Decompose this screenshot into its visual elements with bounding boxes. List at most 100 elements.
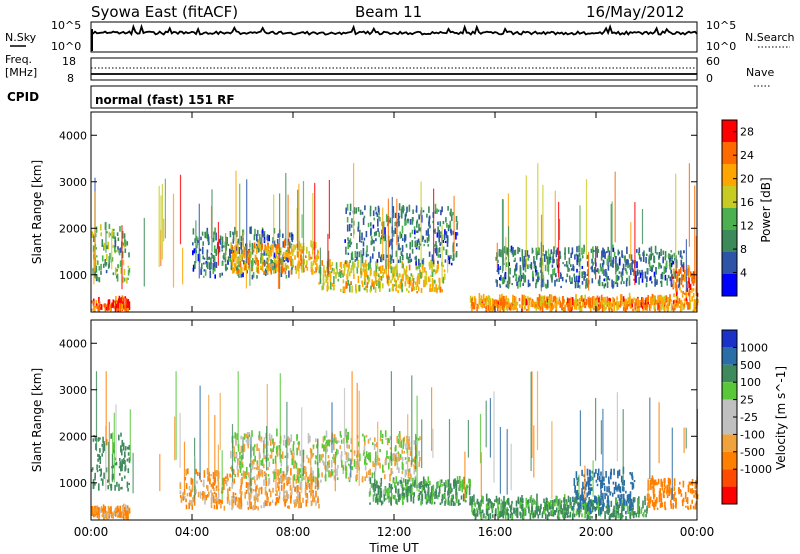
- vel-data-cell: [437, 481, 439, 488]
- power-data-cell: [425, 230, 428, 236]
- vel-data-cell: [119, 505, 121, 514]
- vel-data-cell: [246, 501, 249, 506]
- power-data-cell: [393, 273, 396, 277]
- vel-data-cell: [114, 462, 117, 466]
- power-data-cell: [476, 306, 478, 312]
- power-data-cell: [677, 250, 680, 255]
- power-data-cell: [305, 264, 307, 268]
- power-data-cell: [231, 258, 234, 266]
- power-data-cell: [533, 305, 536, 309]
- power-data-cell: [427, 228, 429, 236]
- power-data-cell: [552, 300, 554, 303]
- vel-data-cell: [108, 512, 110, 516]
- power-data-cell: [98, 266, 101, 271]
- vel-data-cell: [240, 445, 243, 453]
- vel-data-cell: [347, 476, 350, 480]
- power-data-cell: [452, 244, 454, 253]
- vel-data-cell: [565, 509, 567, 514]
- power-data-cell: [687, 302, 689, 310]
- power-data-cell: [492, 298, 494, 303]
- power-data-cell: [235, 245, 238, 251]
- vel-data-cell: [203, 479, 205, 488]
- vel-data-cell: [278, 479, 281, 482]
- vel-data-cell: [403, 487, 406, 491]
- vel-data-cell: [99, 474, 102, 477]
- power-data-cell: [356, 254, 358, 260]
- power-data-cell: [424, 281, 427, 287]
- vel-data-cell: [350, 437, 352, 444]
- vel-data-cell: [452, 496, 454, 499]
- power-data-cell: [634, 302, 636, 310]
- power-data-cell: [604, 252, 606, 259]
- power-data-cell: [428, 251, 431, 257]
- vel-data-cell: [674, 491, 676, 496]
- power-data-cell: [502, 281, 505, 284]
- power-data-cell: [230, 249, 233, 254]
- power-data-cell: [242, 272, 244, 277]
- power-data-cell: [667, 274, 670, 279]
- power-data-cell: [414, 240, 417, 247]
- power-data-cell: [364, 269, 366, 277]
- vel-data-cell: [103, 516, 105, 520]
- power-data-cell: [236, 242, 239, 247]
- vel-data-cell: [121, 459, 123, 468]
- power-data-cell: [452, 253, 455, 260]
- power-data-cell: [203, 262, 205, 265]
- power-data-streak: [685, 239, 687, 291]
- vel-data-cell: [369, 437, 372, 441]
- power-data-cell: [265, 266, 268, 270]
- power-data-streak: [198, 203, 200, 279]
- vel-data-cell: [96, 511, 99, 518]
- vel-data-cell: [408, 441, 411, 444]
- vel-data-cell: [272, 447, 274, 452]
- power-data-cell: [361, 211, 364, 215]
- vel-data-cell: [673, 494, 675, 502]
- power-data-cell: [241, 255, 243, 261]
- vel-data-cell: [281, 454, 283, 459]
- power-data-streak: [242, 231, 244, 258]
- power-data-cell: [473, 303, 475, 306]
- vel-data-cell: [298, 491, 301, 499]
- vel-data-cell: [212, 495, 215, 504]
- power-data-cell: [445, 217, 447, 223]
- vel-data-cell: [392, 479, 395, 484]
- vel-data-cell: [466, 484, 468, 493]
- vel-data-cell: [232, 492, 235, 498]
- power-data-cell: [601, 304, 604, 312]
- vel-data-cell: [553, 499, 555, 504]
- power-data-cell: [640, 257, 642, 262]
- power-data-cell: [615, 264, 617, 270]
- vel-data-cell: [688, 481, 691, 485]
- vel-data-cell: [112, 464, 115, 469]
- vel-data-cell: [340, 454, 343, 463]
- vel-data-cell: [670, 487, 673, 493]
- power-data-cell: [506, 301, 509, 308]
- power-data-cell: [605, 300, 607, 306]
- vel-data-cell: [386, 488, 388, 494]
- power-data-cell: [602, 263, 604, 269]
- vel-data-cell: [525, 497, 528, 505]
- vel-data-cell: [408, 477, 411, 482]
- vel-data-cell: [423, 485, 425, 490]
- noise-left-tick-top: 10^5: [51, 19, 81, 32]
- power-data-cell: [382, 274, 384, 278]
- vel-data-cell: [626, 506, 629, 513]
- vel-data-cell: [529, 513, 532, 520]
- power-data-cell: [606, 298, 609, 307]
- vel-data-cell: [632, 483, 635, 489]
- vel-data-cell: [429, 495, 432, 504]
- vel-data-cell: [534, 510, 536, 518]
- power-data-cell: [272, 263, 275, 267]
- vel-data-cell: [105, 514, 108, 520]
- vel-data-cell: [291, 458, 293, 465]
- vel-data-cell: [263, 437, 266, 445]
- power-data-cell: [347, 241, 349, 249]
- vel-data-cell: [476, 510, 479, 517]
- power-data-cell: [96, 305, 98, 309]
- vel-data-cell: [257, 475, 259, 478]
- power-data-cell: [230, 260, 233, 265]
- power-data-cell: [212, 237, 215, 243]
- vel-data-cell: [255, 485, 257, 492]
- vel-data-cell: [188, 485, 191, 491]
- power-data-cell: [369, 261, 371, 269]
